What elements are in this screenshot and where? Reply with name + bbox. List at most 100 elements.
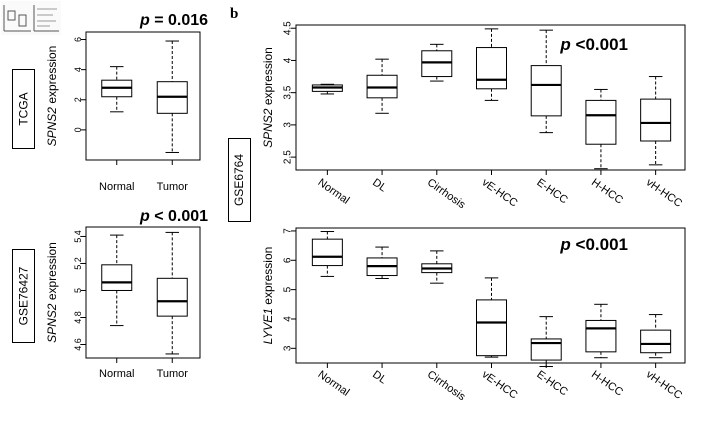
x-category-label: E-HCC	[534, 177, 569, 207]
box-iqr	[476, 47, 507, 90]
box-1	[366, 58, 398, 114]
thumbnail-graphic	[1, 1, 61, 35]
box-iqr	[640, 329, 672, 354]
y-axis-label: SPNS2 expression	[45, 242, 59, 343]
box-iqr	[156, 277, 188, 317]
y-tick-label: 3.5	[283, 85, 294, 99]
box-6	[640, 314, 672, 359]
y-tick-label: 2.5	[283, 150, 294, 164]
x-category-label: Cirrhosis	[425, 369, 468, 404]
y-tick-label: 5	[73, 288, 83, 293]
x-category-label: Cirrhosis	[425, 177, 468, 212]
panel-label-b: b	[230, 6, 239, 22]
box-2	[421, 250, 453, 284]
y-tick-label: 4.6	[73, 338, 83, 351]
box-4	[530, 316, 562, 368]
box-iqr	[476, 299, 507, 357]
y-axis-unit: expression	[261, 47, 275, 108]
y-tick-label: 4.5	[283, 21, 294, 35]
dataset-label-gse6764: GSE6764	[228, 138, 251, 222]
box-0	[311, 83, 343, 95]
y-tick-label: 7	[283, 228, 294, 234]
plot-frame	[295, 24, 686, 171]
x-category-label: Normal	[316, 177, 352, 207]
y-tick-label: 6	[73, 37, 83, 42]
plot-frame	[85, 226, 201, 359]
box-iqr	[421, 50, 453, 78]
y-tick-label: 5.2	[73, 257, 83, 270]
box-iqr	[585, 319, 617, 353]
x-category-label: DL	[370, 177, 388, 195]
x-category-label: DL	[370, 369, 388, 387]
chart-gse6764_lyve1: 3 4 5 6 7 LYVE1 expression p <0.001 Normal DL Cir…	[261, 227, 686, 404]
chart-gse6764_spns2: 2.5 3 3.5 4 4.5 SPNS2 expression p <0.001 Norma…	[261, 21, 686, 212]
box-1	[366, 246, 398, 279]
x-category-label: Normal	[99, 368, 134, 380]
x-category-label: vH-HCC	[644, 177, 684, 210]
box-0	[101, 66, 133, 113]
y-axis-unit: expression	[45, 242, 59, 303]
dataset-label-gse76427: GSE76427	[12, 249, 35, 343]
y-axis-unit: expression	[45, 46, 59, 107]
p-value-text: <0.001	[571, 235, 628, 254]
y-axis-label: LYVE1 expression	[261, 247, 275, 345]
plot-frame	[295, 227, 686, 364]
y-axis-gene: SPNS2	[261, 108, 275, 148]
box-3	[476, 277, 507, 358]
p-value-label: p <0.001	[559, 35, 628, 54]
box-1	[156, 231, 188, 355]
box-1	[156, 40, 188, 153]
x-category-label: Normal	[316, 369, 352, 399]
x-category-label: vH-HCC	[644, 369, 684, 402]
y-axis-unit: expression	[261, 247, 275, 308]
box-iqr	[640, 98, 672, 142]
y-axis-gene: SPNS2	[45, 303, 59, 343]
x-category-label: H-HCC	[589, 177, 625, 207]
y-tick-label: 4.8	[73, 311, 83, 324]
box-5	[585, 303, 617, 359]
y-tick-label: 4	[73, 67, 83, 72]
y-tick-label: 6	[283, 257, 294, 263]
box-6	[640, 76, 672, 166]
p-symbol: p	[139, 12, 150, 29]
y-axis-label: SPNS2 expression	[45, 46, 59, 147]
y-tick-label: 0	[73, 127, 83, 132]
y-tick-label: 3	[283, 122, 294, 128]
box-5	[585, 88, 617, 170]
p-value-label: p < 0.001	[139, 208, 208, 225]
box-iqr	[311, 238, 343, 267]
chart-gse76427: 4.6 4.8 5 5.2 5.4 SPNS2 expression p < 0.001 No…	[45, 208, 208, 380]
box-0	[101, 234, 133, 327]
x-category-label: H-HCC	[589, 369, 625, 399]
p-value-text: < 0.001	[150, 208, 208, 225]
plot-frame	[85, 31, 201, 161]
chart-tcga: 0 2 4 6 SPNS2 expression p = 0.016 Normal Tumor	[45, 12, 208, 193]
x-category-label: Normal	[99, 181, 134, 193]
y-tick-label: 4	[283, 316, 294, 322]
y-tick-label: 2	[73, 97, 83, 102]
dataset-label-tcga: TCGA	[12, 69, 35, 149]
y-tick-label: 5	[283, 286, 294, 292]
box-3	[476, 28, 507, 101]
box-iqr	[101, 264, 133, 291]
y-tick-label: 4	[283, 57, 294, 63]
box-4	[530, 29, 562, 134]
p-symbol: p	[559, 235, 570, 254]
box-iqr	[530, 338, 562, 361]
p-value-label: p <0.001	[559, 235, 628, 254]
p-value-text: = 0.016	[150, 12, 208, 29]
p-symbol: p	[139, 208, 150, 225]
box-2	[421, 43, 453, 82]
x-category-label: vE-HCC	[480, 369, 520, 402]
box-0	[311, 231, 343, 277]
box-iqr	[585, 99, 617, 145]
x-category-label: Tumor	[157, 368, 189, 380]
y-axis-label: SPNS2 expression	[261, 47, 275, 148]
x-category-label: Tumor	[157, 181, 189, 193]
y-tick-label: 3	[283, 345, 294, 351]
y-tick-label: 5.4	[73, 230, 83, 243]
p-symbol: p	[559, 35, 570, 54]
y-axis-gene: LYVE1	[261, 308, 275, 344]
p-value-text: <0.001	[571, 35, 628, 54]
